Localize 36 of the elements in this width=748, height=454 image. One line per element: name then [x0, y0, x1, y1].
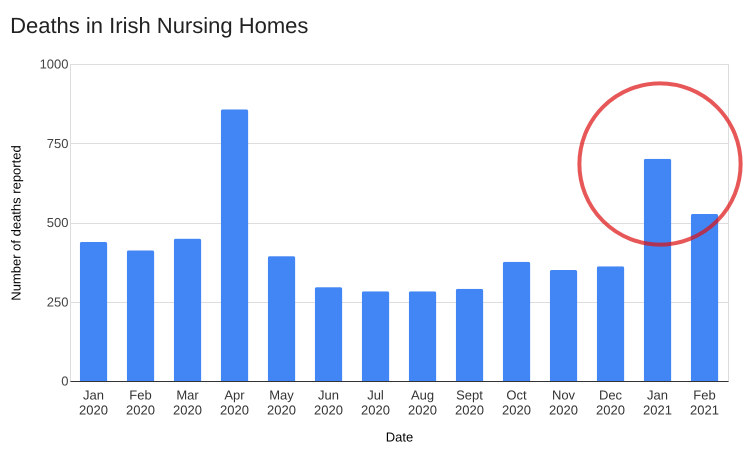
- bar: [408, 291, 436, 381]
- y-axis-title: Number of deaths reported: [8, 145, 24, 301]
- bar: [174, 238, 202, 381]
- bar: [644, 158, 672, 381]
- bar: [502, 262, 530, 381]
- bar: [314, 287, 342, 381]
- y-tick-label: 0: [61, 374, 68, 388]
- bar: [596, 266, 624, 381]
- x-tick-label: Sept 2020: [455, 388, 484, 418]
- bar: [268, 256, 296, 381]
- x-tick-label: Nov 2020: [549, 388, 578, 418]
- x-axis-title: Date: [386, 430, 414, 444]
- bar: [80, 242, 108, 381]
- chart-title: Deaths in Irish Nursing Homes: [10, 13, 308, 38]
- y-tick-label: 1000: [40, 56, 68, 72]
- y-tick-label: 500: [46, 215, 68, 230]
- x-tick-label: Dec 2020: [596, 388, 625, 418]
- x-tick-label: Jan 2021: [643, 388, 672, 418]
- x-tick-label: Aug 2020: [408, 388, 437, 418]
- y-tick-label: 250: [46, 294, 68, 310]
- bar: [220, 109, 248, 381]
- bar: [550, 270, 578, 381]
- x-tick-label: Jun 2020: [314, 388, 343, 418]
- x-tick-label: Feb 2021: [690, 388, 719, 418]
- x-tick-label: Mar 2020: [173, 388, 202, 418]
- x-tick-label: May 2020: [267, 388, 296, 418]
- x-tick-label: Jan 2020: [79, 388, 108, 418]
- y-tick-label: 750: [46, 136, 68, 151]
- bar: [126, 250, 154, 381]
- x-tick-label: Oct 2020: [502, 388, 531, 418]
- bar: [456, 288, 484, 381]
- x-tick-label: Jul 2020: [361, 388, 390, 418]
- x-tick-label: Feb 2020: [126, 388, 155, 418]
- bar: [690, 214, 718, 381]
- x-tick-label: Apr 2020: [220, 388, 249, 418]
- bar: [362, 291, 390, 381]
